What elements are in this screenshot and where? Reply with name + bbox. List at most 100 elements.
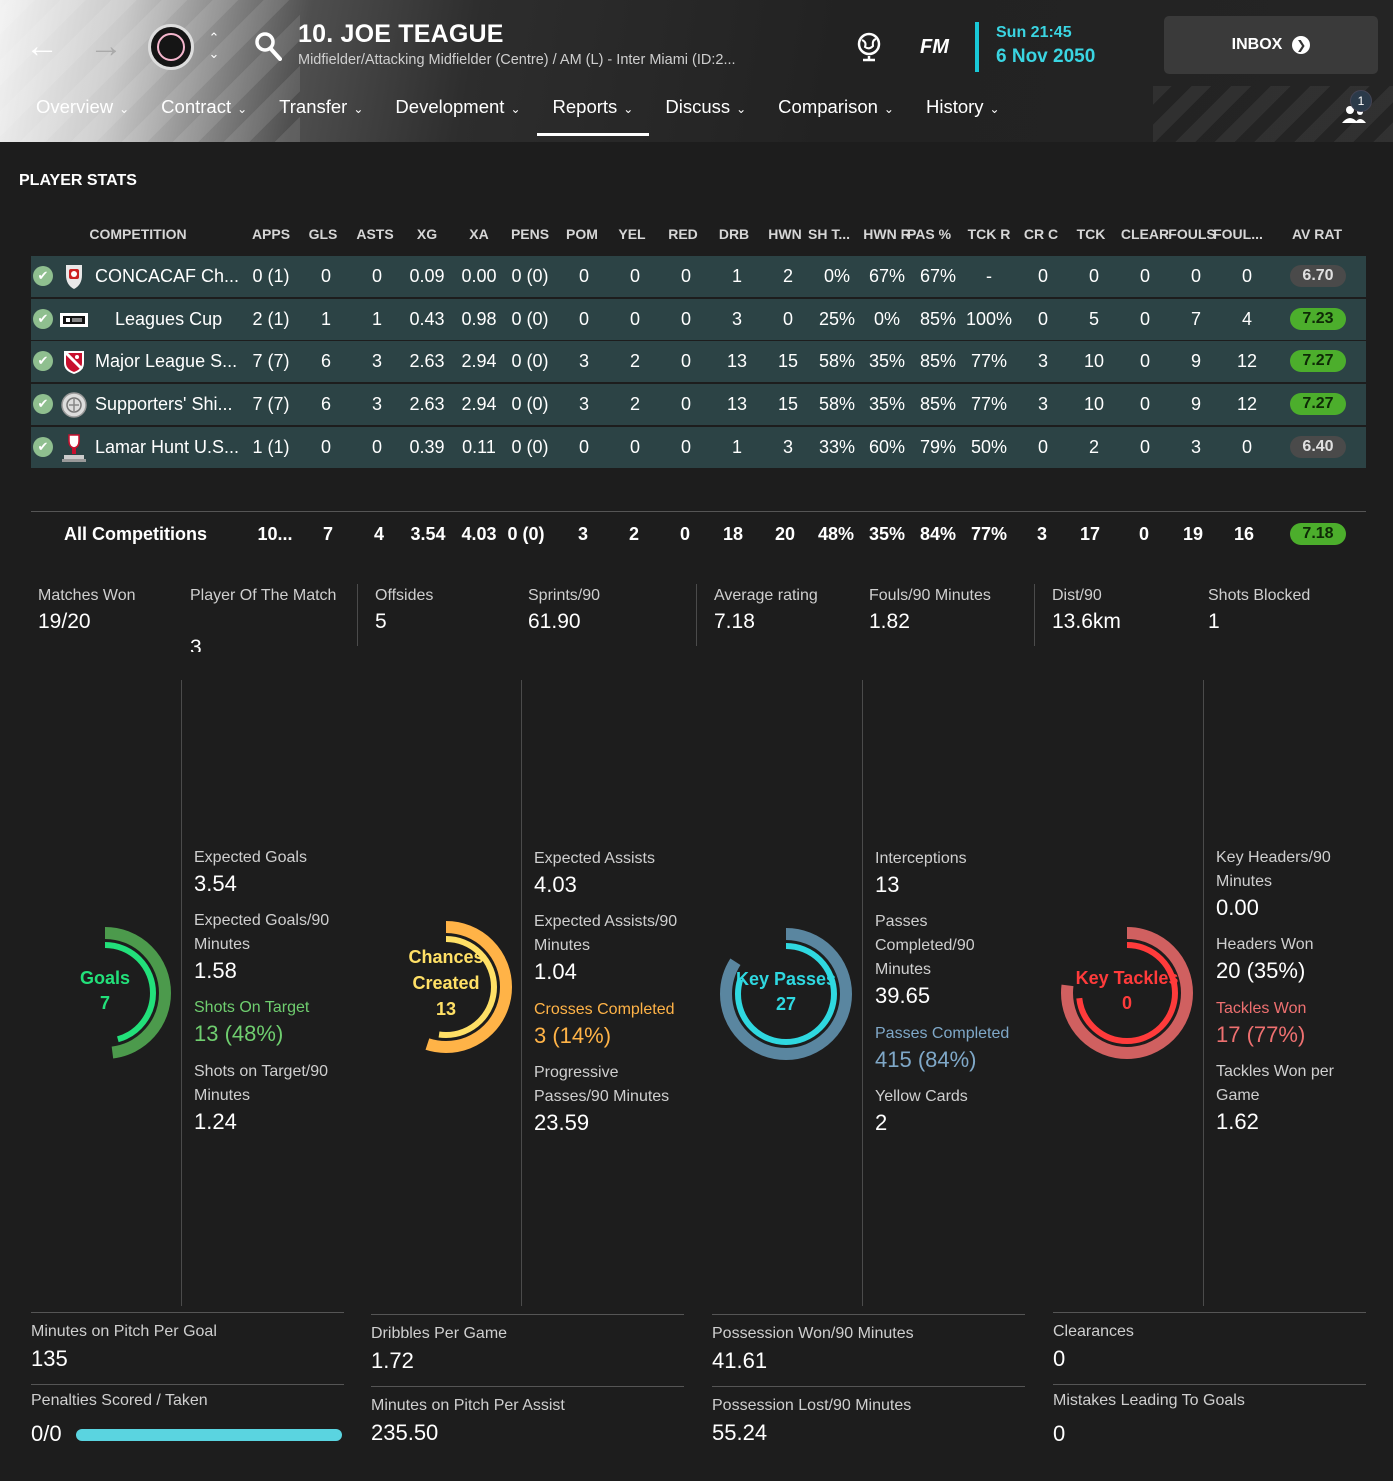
table-cell: 0.43 [409, 309, 445, 329]
table-row[interactable]: ✔ CONCACAF Ch... 0 (1) 0 0 0.09 0.00 0 (0) 0 0 0 1 2… [31, 256, 1366, 297]
table-row[interactable]: ✔ Lamar Hunt U.S... 1 (1) 0 0 0.39 0.11 0 (0) 0 0… [31, 427, 1366, 468]
competition-name[interactable]: Lamar Hunt U.S... [95, 437, 240, 457]
tab-comparison[interactable]: Comparison ⌄ [762, 96, 910, 136]
column-divider [1203, 680, 1204, 1306]
player-switch-chevrons-icon[interactable]: ⌃ ⌄ [208, 30, 220, 61]
column-header[interactable]: PAS % [906, 226, 952, 242]
column-divider [181, 680, 182, 1306]
stat-label: Tackles Won per Game [1216, 1063, 1334, 1104]
column-header[interactable]: POM [566, 226, 598, 242]
summary-value: 5 [375, 610, 387, 633]
column-header[interactable]: APPS [251, 226, 291, 242]
stat-label: Passes Completed [875, 1025, 1010, 1042]
column-header[interactable]: TCK R [967, 226, 1011, 242]
column-header[interactable]: XG [416, 226, 438, 242]
column-header[interactable]: CR C [1023, 226, 1059, 242]
table-cell: 2.94 [461, 351, 497, 371]
table-cell: 0 (0) [511, 437, 549, 457]
table-cell: 0.11 [462, 437, 496, 457]
totals-cell: 4 [373, 524, 384, 544]
tab-overview[interactable]: Overview ⌄ [20, 96, 145, 136]
column-header[interactable]: FOUL... [1213, 226, 1263, 242]
table-row[interactable]: ✔ Leagues Cup 2 (1) 1 1 0.43 0.98 0 (0) 0 0 0 3 0 25%… [31, 299, 1366, 340]
competition-name[interactable]: CONCACAF Ch... [95, 266, 240, 286]
column-divider [521, 680, 522, 1306]
game-time: Sun 21:45 [996, 24, 1072, 41]
column-header[interactable]: ASTS [356, 226, 394, 242]
table-cell: 0 (1) [252, 266, 290, 286]
gauge-value: 13 [435, 999, 457, 1019]
column-header[interactable]: YEL [618, 226, 646, 242]
column-header[interactable]: GLS [308, 226, 338, 242]
summary-value: 1.82 [869, 610, 910, 633]
gauge-chances-created: Chances Created 13 [371, 912, 521, 1062]
stat-value: 4.03 [534, 872, 577, 897]
table-cell: 12 [1236, 351, 1258, 371]
table-cell: 85% [919, 394, 957, 414]
column-header[interactable]: RED [668, 226, 698, 242]
stat-value: 1.24 [194, 1109, 237, 1134]
competition-name[interactable]: Major League S... [95, 351, 238, 371]
table-cell: 0 [1190, 266, 1201, 286]
competition-name[interactable]: Supporters' Shi... [95, 394, 233, 414]
table-cell: 0 [578, 266, 589, 286]
table-cell: - [986, 266, 992, 286]
totals-cell: 0 [1138, 524, 1149, 544]
top-bar [0, 0, 1393, 142]
bottom-stat: Possession Lost/90 Minutes 55.24 [712, 1394, 1025, 1448]
tab-history[interactable]: History ⌄ [910, 96, 1016, 136]
gauge-key-passes: Key Passes 27 [711, 919, 861, 1069]
bottom-stat: Dribbles Per Game 1.72 [371, 1322, 684, 1376]
gauge-outer-arc [1061, 927, 1193, 1059]
stat-label: Passes Completed/90 Minutes [875, 913, 975, 978]
column-header[interactable]: FOULS [1168, 226, 1216, 242]
column-header[interactable]: SH T... [807, 226, 850, 242]
check-icon: ✔ [33, 266, 53, 286]
forward-arrow-icon[interactable]: → [89, 26, 123, 65]
bottom-divider [1053, 1312, 1366, 1313]
column-header[interactable]: HWN R [863, 226, 911, 242]
tab-development[interactable]: Development ⌄ [379, 96, 536, 136]
totals-cell: 84% [919, 524, 957, 544]
tab-contract[interactable]: Contract ⌄ [145, 96, 263, 136]
table-cell: 1 [731, 437, 742, 457]
tab-reports[interactable]: Reports ⌄ [536, 96, 650, 136]
nav-tabs: Overview ⌄ Contract ⌄ Transfer ⌄ Development ⌄ R… [20, 96, 1016, 136]
inbox-button[interactable]: INBOX ❯ [1164, 16, 1378, 74]
back-arrow-icon[interactable]: ← [25, 26, 59, 65]
table-row[interactable]: ✔ Supporters' Shi... 7 (7) 6 3 2.63 2.94 0 (0) 3… [31, 384, 1366, 425]
column-header[interactable]: AV RAT [1291, 226, 1343, 242]
table-row[interactable]: ✔ Major League S... 7 (7) 6 3 2.63 2.94 0 (0) 3 2… [31, 341, 1366, 382]
table-cell: 79% [919, 437, 957, 457]
tab-label: History [925, 96, 984, 117]
rating-badge: 7.27 [1290, 350, 1346, 372]
gauge-goals: Goals 7 [30, 918, 180, 1068]
column-header[interactable]: DRB [718, 226, 750, 242]
tab-discuss[interactable]: Discuss ⌄ [649, 96, 762, 136]
column-header[interactable]: HWN [768, 226, 802, 242]
fm-logo[interactable]: FM [920, 36, 949, 58]
competition-name[interactable]: Leagues Cup [115, 309, 223, 329]
totals-cell: 10... [257, 524, 293, 544]
column-header[interactable]: COMPETITION [89, 226, 187, 242]
tab-label: Development [395, 96, 505, 117]
stat-item: Passes Completed 415 (84%) [875, 1022, 1025, 1074]
column-header[interactable]: PENS [510, 226, 550, 242]
column-header[interactable]: TCK [1076, 226, 1106, 242]
stat-label: Expected Goals/90 Minutes [194, 912, 330, 953]
tab-transfer[interactable]: Transfer ⌄ [263, 96, 379, 136]
gauge-outer-arc [720, 928, 852, 1060]
stat-value: 17 (77%) [1216, 1022, 1306, 1047]
totals-cell: 0 [679, 524, 690, 544]
club-crest-icon[interactable] [148, 24, 194, 70]
stat-label: Tackles Won [1216, 1000, 1307, 1017]
stat-label: Expected Assists [534, 850, 655, 867]
table-cell: 15 [777, 394, 799, 414]
continue-arrow-icon: ❯ [1292, 36, 1311, 54]
column-header[interactable]: XA [469, 226, 489, 242]
totals-cell: 77% [970, 524, 1008, 544]
world-globe-icon[interactable] [852, 30, 886, 64]
totals-cell: 19 [1182, 524, 1204, 544]
column-header[interactable]: CLEAR [1120, 226, 1170, 242]
search-icon[interactable] [252, 28, 284, 64]
